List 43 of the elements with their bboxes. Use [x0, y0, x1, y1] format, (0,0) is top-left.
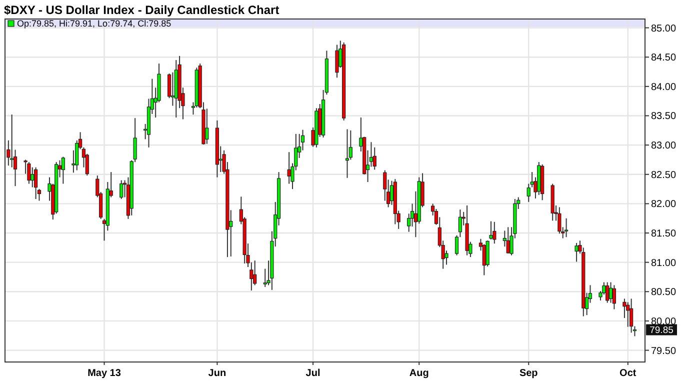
- y-tick-label: 80.50: [651, 287, 676, 298]
- y-tick-label: 81.50: [651, 228, 676, 240]
- x-tick-label: Jun: [208, 368, 226, 379]
- candlestick: [170, 72, 174, 106]
- candlestick: [454, 234, 459, 256]
- x-tick-label: Sep: [519, 368, 538, 379]
- y-tick-label: 80.00: [651, 316, 676, 328]
- y-tick-label: 83.50: [651, 111, 676, 122]
- x-tick-label: Jul: [306, 368, 320, 379]
- candlestick: [630, 298, 634, 334]
- y-tick-label: 82.00: [651, 199, 676, 210]
- candlestick: [458, 209, 462, 238]
- y-tick-label: 79.50: [651, 346, 676, 357]
- annotation: 79.85: [650, 325, 674, 336]
- candlestick: [606, 282, 610, 304]
- x-tick-label: May 13: [88, 368, 122, 379]
- annotation: Op:79.85, Hi:79.91, Lo:79.74, Cl:79.85: [17, 18, 172, 28]
- candlestick: [558, 206, 562, 234]
- candlestick: [489, 220, 493, 240]
- y-tick-label: 81.00: [651, 258, 676, 269]
- x-tick-label: Oct: [620, 368, 637, 379]
- candlestick: [345, 128, 350, 178]
- candlestick: [205, 108, 209, 144]
- candlestick: [492, 221, 496, 244]
- candlestick: [287, 152, 291, 184]
- candlestick: [335, 44, 339, 78]
- candlestick: [30, 166, 34, 188]
- y-tick-label: 83.00: [651, 140, 676, 152]
- y-tick-label: 82.50: [651, 170, 676, 181]
- candlestick: [34, 166, 38, 200]
- candlestick: [120, 180, 124, 200]
- candlestick: [61, 156, 65, 184]
- chart-title: $DXY - US Dollar Index - Daily Candlestick Chart: [4, 3, 280, 17]
- candlestick: [27, 162, 31, 184]
- y-tick-label: 84.50: [651, 52, 676, 64]
- candlestick: [574, 242, 578, 262]
- candlestick: [10, 114, 14, 168]
- candlestick: [526, 183, 530, 202]
- y-tick-label: 85.00: [651, 23, 676, 34]
- candlestick: [612, 284, 616, 310]
- y-tick-label: 84.00: [651, 82, 676, 93]
- x-tick-label: Aug: [409, 368, 429, 379]
- candlestick: [564, 218, 568, 238]
